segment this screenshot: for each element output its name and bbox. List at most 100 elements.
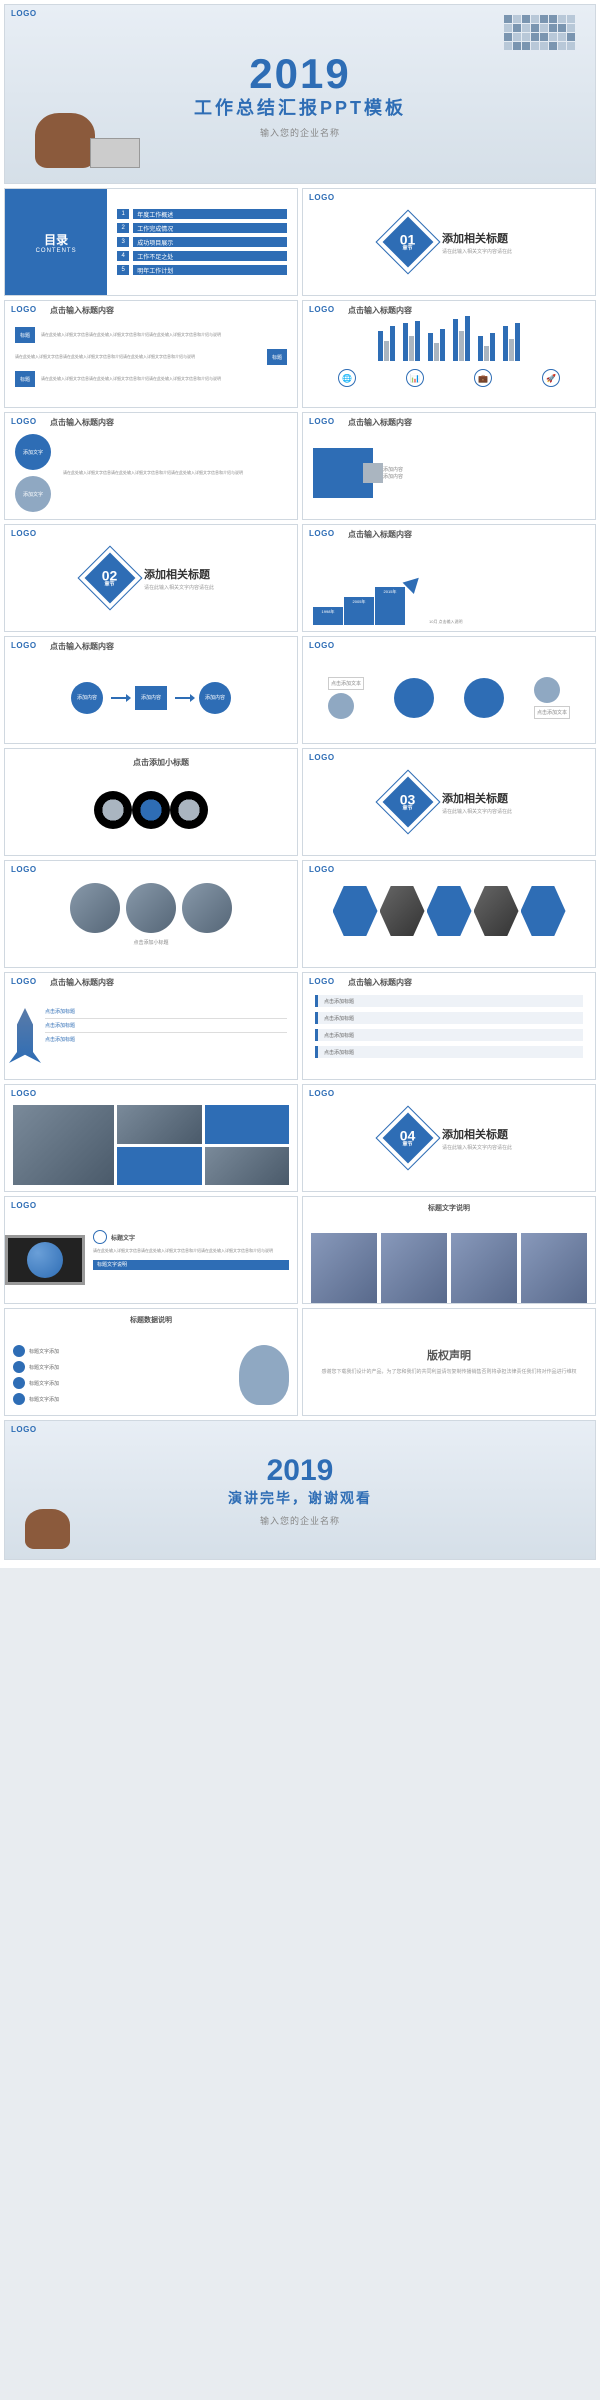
- circle-node: [328, 693, 354, 719]
- list-item: 点击添加标题: [315, 1046, 583, 1058]
- tag-label: 标题: [267, 349, 287, 365]
- hexagon-row: [303, 861, 595, 936]
- business-image: [521, 1233, 587, 1304]
- slide-title: 标题文字说明: [303, 1197, 595, 1213]
- section-title: 添加相关标题: [442, 1126, 512, 1142]
- section-02-slide: LOGO 02章节 添加相关标题 请在此输入相关文字内容请在此: [4, 524, 298, 632]
- section-title: 添加相关标题: [442, 790, 512, 806]
- copyright-body: 感谢您下载我们设计的产品，为了您和我们的共同利益请勿复制传播销售否则将承担法律责…: [321, 1369, 576, 1377]
- hexagon-slide: LOGO: [302, 860, 596, 968]
- arrow-icon: [175, 697, 191, 699]
- head-silhouette: [239, 1345, 289, 1405]
- logo-text: LOGO: [309, 977, 335, 986]
- end-title: 演讲完毕，谢谢观看: [228, 1488, 372, 1508]
- circle-node: [394, 678, 434, 718]
- slide-header: 点击输入标题内容: [348, 305, 412, 316]
- logo-text: LOGO: [11, 305, 37, 314]
- flow-diagram: 添加内容 添加内容 添加内容: [5, 637, 297, 743]
- business-image: [381, 1233, 447, 1304]
- bigcircles-slide: LOGO 点击添加文本 点击添加文本: [302, 636, 596, 744]
- rocket-icon: 🚀: [542, 369, 560, 387]
- pixel-decoration: [504, 15, 575, 50]
- circle-diagram: 点击添加文本 点击添加文本: [303, 637, 595, 743]
- hexagon: [427, 886, 472, 936]
- section-diamond: 03章节: [377, 771, 439, 833]
- logo-text: LOGO: [309, 865, 335, 874]
- list-item: 点击添加标题: [315, 1029, 583, 1041]
- icon-row: 🌐 📊 💼 🚀: [303, 369, 595, 387]
- bar-chart: [303, 311, 595, 361]
- cover-subtitle: 输入您的企业名称: [260, 126, 340, 139]
- contents-heading: 目录: [44, 231, 68, 248]
- business-image-row: [303, 1213, 595, 1304]
- imagegrid-slide: LOGO: [4, 1084, 298, 1192]
- slide-title: 标题数据说明: [5, 1309, 297, 1325]
- rocket-graphic: [5, 1008, 45, 1063]
- dot-icon: [13, 1361, 25, 1373]
- laptop-slide: LOGO 标题文字 请在此处输入详细文字信息请在此处输入详细文字信息和介绍请在此…: [4, 1196, 298, 1304]
- slide-header: 点击输入标题内容: [50, 305, 114, 316]
- section-04-slide: LOGO 04章节 添加相关标题 请在此输入相关文字内容请在此: [302, 1084, 596, 1192]
- logo-text: LOGO: [11, 1425, 37, 1434]
- copyright-title: 版权声明: [427, 1347, 471, 1363]
- logo-text: LOGO: [309, 753, 335, 762]
- hexagon-image: [380, 886, 425, 936]
- lorem-text: 请在此处输入详细文字信息请在此处输入详细文字信息和介绍请在此处输入详细文字信息和…: [63, 470, 287, 476]
- puzzle-slide: LOGO 点击输入标题内容 添加内容 添加内容: [302, 412, 596, 520]
- logo-text: LOGO: [11, 417, 37, 426]
- gear-icon: [98, 795, 128, 825]
- logo-text: LOGO: [309, 193, 335, 202]
- business-image: [311, 1233, 377, 1304]
- logo-text: LOGO: [309, 1089, 335, 1098]
- photos-slide: LOGO 点击添加小标题: [4, 860, 298, 968]
- gear-icon: [136, 795, 166, 825]
- section-diamond: 02章节: [79, 547, 141, 609]
- logo-text: LOGO: [309, 641, 335, 650]
- section-title: 添加相关标题: [144, 566, 214, 582]
- slide-header: 点击输入标题内容: [50, 641, 114, 652]
- end-year: 2019: [267, 1454, 334, 1488]
- contents-item: 5明年工作计划: [117, 265, 287, 275]
- briefcase-icon: 💼: [474, 369, 492, 387]
- logo-text: LOGO: [309, 529, 335, 538]
- slide-sub-header: 点击添加小标题: [15, 757, 298, 768]
- section-diamond: 04章节: [377, 1107, 439, 1169]
- arrow-icon: [403, 572, 425, 594]
- section-sub: 请在此输入相关文字内容请在此: [442, 248, 512, 255]
- list-block: 点击添加标题 点击添加标题 点击添加标题 点击添加标题: [303, 973, 595, 1064]
- circle-node: [464, 678, 504, 718]
- tag-label: 标题: [15, 327, 35, 343]
- grid-image: [13, 1105, 114, 1185]
- photo-circle: [126, 883, 176, 933]
- image-grid: [5, 1085, 297, 1191]
- slide-header: 点击输入标题内容: [50, 417, 114, 428]
- section-01-slide: LOGO 01章节 添加相关标题 请在此输入相关文字内容请在此: [302, 188, 596, 296]
- business-image: [451, 1233, 517, 1304]
- logo-text: LOGO: [11, 9, 37, 18]
- list-item: 点击添加标题: [315, 995, 583, 1007]
- logo-text: LOGO: [11, 529, 37, 538]
- list-item: 点击添加标题: [315, 1012, 583, 1024]
- template-gallery: LOGO 2019 工作总结汇报PPT模板 输入您的企业名称 目录 CONTEN…: [0, 0, 600, 1568]
- circle-text: 添加文字: [15, 476, 51, 512]
- hexagon: [521, 886, 566, 936]
- slide-header: 点击输入标题内容: [348, 977, 412, 988]
- contents-heading-block: 目录 CONTENTS: [5, 189, 107, 295]
- end-subtitle: 输入您的企业名称: [260, 1514, 340, 1527]
- circles-slide: LOGO 点击输入标题内容 添加文字 添加文字 请在此处输入详细文字信息请在此处…: [4, 412, 298, 520]
- circle-icon: [93, 1230, 107, 1244]
- chart-icon: 📊: [406, 369, 424, 387]
- lorem-text: 请在此处输入详细文字信息请在此处输入详细文字信息和介绍请在此处输入详细文字信息和…: [15, 354, 261, 360]
- gear-icon: [174, 795, 204, 825]
- photo-circle: [70, 883, 120, 933]
- barchart-slide: LOGO 点击输入标题内容 🌐 📊 💼 🚀: [302, 300, 596, 408]
- circle-node: [534, 677, 560, 703]
- arrow-icon: [111, 697, 127, 699]
- contents-heading-en: CONTENTS: [36, 248, 77, 254]
- gears-slide: 点击添加小标题: [4, 748, 298, 856]
- textblock-slide: LOGO 点击输入标题内容 标题请在此处输入详细文字信息请在此处输入详细文字信息…: [4, 300, 298, 408]
- logo-text: LOGO: [11, 865, 37, 874]
- timeline-text: 10月 点击输入说明: [429, 619, 585, 625]
- flow-node: 添加内容: [71, 682, 103, 714]
- hexagon: [333, 886, 378, 936]
